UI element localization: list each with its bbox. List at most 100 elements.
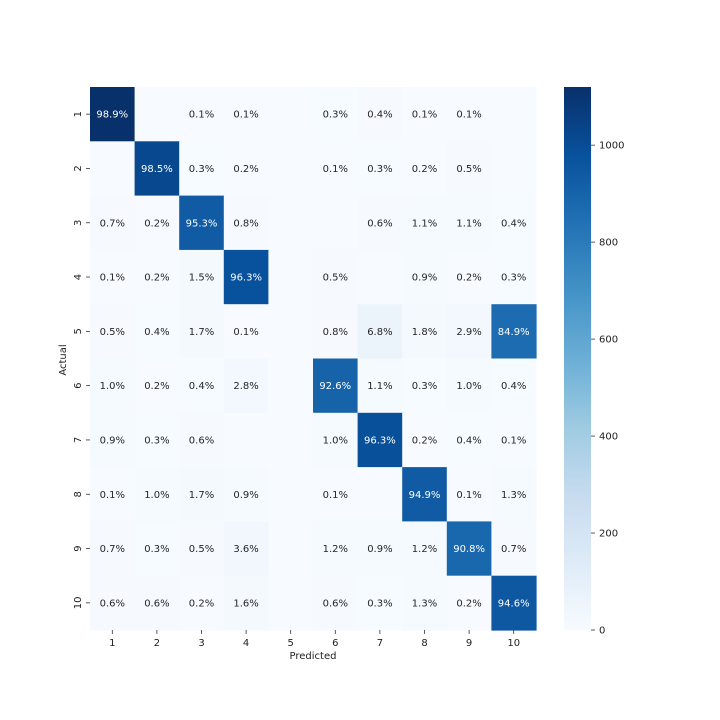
heatmap-cell	[491, 358, 537, 414]
heatmap-cell	[313, 467, 359, 522]
cell-value-label: 0.2%	[189, 598, 214, 609]
heatmap-cell	[402, 87, 448, 142]
cell-value-label: 0.3%	[189, 164, 214, 175]
heatmap-cell	[402, 575, 448, 631]
cell-value-label: 98.9%	[96, 110, 128, 121]
heatmap-cell	[313, 141, 359, 197]
cell-value-label: 0.9%	[412, 273, 437, 284]
heatmap-cell	[134, 87, 180, 142]
colorbar-ticks: 0 200 400 600 800 1000	[591, 141, 624, 637]
heatmap-cell	[357, 87, 403, 142]
cell-value-label: 0.9%	[367, 544, 392, 555]
cell-value-label: 1.0%	[323, 435, 348, 446]
heatmap-cell	[357, 412, 403, 468]
cell-value-label: 0.2%	[456, 273, 481, 284]
cell-value-label: 0.5%	[189, 544, 214, 555]
cell-value-label: 0.6%	[144, 598, 169, 609]
cell-value-label: 1.3%	[501, 490, 526, 501]
cell-value-label: 1.7%	[189, 490, 214, 501]
cell-value-label: 0.1%	[323, 490, 348, 501]
y-tick-label: 6	[73, 382, 84, 388]
heatmap-cell	[402, 412, 448, 468]
cell-value-label: 0.8%	[233, 218, 258, 229]
y-tick-label: 4	[73, 274, 84, 280]
y-tick-label: 2	[73, 165, 84, 171]
heatmap-cell	[90, 467, 136, 522]
cell-value-label: 0.1%	[456, 110, 481, 121]
heatmap-cell	[179, 521, 225, 577]
cell-value-label: 0.2%	[144, 381, 169, 392]
heatmap-cell	[357, 141, 403, 197]
cell-value-label: 0.4%	[501, 218, 526, 229]
heatmap-cell	[268, 575, 314, 631]
heatmap-cell	[134, 249, 180, 305]
x-tick-label: 2	[154, 638, 160, 649]
heatmap-cell	[179, 304, 225, 360]
cell-value-label: 95.3%	[186, 218, 218, 229]
heatmap-cell	[402, 141, 448, 197]
cell-value-label: 0.1%	[189, 110, 214, 121]
heatmap-cell	[446, 87, 492, 142]
cell-value-label: 0.5%	[456, 164, 481, 175]
x-tick-label: 4	[243, 638, 249, 649]
cell-value-label: 0.4%	[189, 381, 214, 392]
heatmap-cell	[268, 249, 314, 305]
y-tick-label: 3	[73, 220, 84, 226]
x-tick-label: 7	[377, 638, 383, 649]
x-axis-label: Predicted	[290, 651, 337, 662]
cell-value-label: 0.3%	[367, 598, 392, 609]
cell-value-label: 0.2%	[233, 164, 258, 175]
cell-value-label: 0.5%	[100, 327, 125, 338]
y-axis-label: Actual	[58, 344, 69, 375]
x-tick-label: 3	[198, 638, 204, 649]
heatmap-cell	[179, 249, 225, 305]
x-tick-label: 6	[332, 638, 338, 649]
heatmap-cell	[179, 358, 225, 414]
colorbar	[564, 87, 591, 630]
heatmap-cell	[446, 141, 492, 197]
heatmap-cell	[313, 575, 359, 631]
heatmap-cell	[402, 249, 448, 305]
heatmap-cell	[268, 141, 314, 197]
y-tick-label: 10	[73, 596, 84, 609]
heatmap-cell	[268, 304, 314, 360]
x-tick-label: 10	[507, 638, 520, 649]
cell-value-label: 1.1%	[456, 218, 481, 229]
heatmap-cell	[446, 575, 492, 631]
cell-value-label: 0.6%	[367, 218, 392, 229]
cell-value-label: 1.5%	[189, 273, 214, 284]
heatmap-cell	[313, 358, 359, 414]
heatmap-cell	[223, 412, 269, 468]
heatmap-cell	[446, 412, 492, 468]
cell-value-label: 84.9%	[498, 327, 530, 338]
heatmap-cell	[357, 575, 403, 631]
heatmap-cell	[134, 521, 180, 577]
heatmap-cell	[357, 467, 403, 522]
cell-value-label: 6.8%	[367, 327, 392, 338]
heatmap-cell	[357, 358, 403, 414]
heatmap-cells	[90, 87, 537, 631]
cell-value-label: 0.1%	[412, 110, 437, 121]
colorbar-tick-label: 800	[599, 238, 618, 249]
heatmap-cell	[402, 304, 448, 360]
heatmap-cell	[223, 467, 269, 522]
heatmap-cell	[357, 249, 403, 305]
heatmap-cell	[268, 87, 314, 142]
cell-value-label: 96.3%	[230, 273, 262, 284]
heatmap-cell	[491, 304, 537, 360]
colorbar-tick-label: 0	[599, 626, 605, 637]
heatmap-cell	[491, 575, 537, 631]
cell-value-label: 94.9%	[409, 490, 441, 501]
cell-value-label: 2.9%	[456, 327, 481, 338]
cell-value-label: 92.6%	[319, 381, 351, 392]
heatmap-cell	[179, 87, 225, 142]
heatmap-cell	[268, 195, 314, 251]
cell-value-label: 0.4%	[144, 327, 169, 338]
heatmap-cell	[313, 87, 359, 142]
cell-value-label: 0.3%	[367, 164, 392, 175]
heatmap-cell	[268, 358, 314, 414]
cell-value-label: 1.0%	[100, 381, 125, 392]
heatmap-cell	[90, 87, 136, 142]
heatmap-cell	[179, 195, 225, 251]
heatmap-cell	[491, 521, 537, 577]
